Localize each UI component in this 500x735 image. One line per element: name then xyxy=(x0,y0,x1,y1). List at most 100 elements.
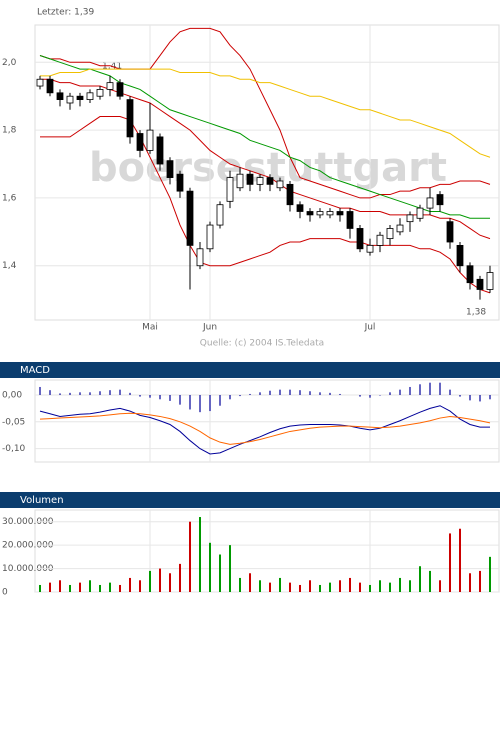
volume-bar xyxy=(469,573,471,592)
volume-bar xyxy=(299,584,301,592)
candle-body xyxy=(396,224,404,233)
volume-bar xyxy=(449,533,451,592)
volume-bar xyxy=(419,566,421,592)
y-tick-label: 2,0 xyxy=(2,58,17,68)
x-tick-label: Jun xyxy=(202,323,217,333)
candle-body xyxy=(56,92,64,100)
candle-body xyxy=(76,95,84,100)
y-tick-label: 1,6 xyxy=(2,193,17,203)
candle-body xyxy=(466,265,474,284)
candle-body xyxy=(336,211,344,216)
volume-bar xyxy=(79,582,81,592)
candle-body xyxy=(416,207,424,219)
volume-bar xyxy=(409,580,411,592)
volume-bar xyxy=(399,577,401,592)
volume-bar xyxy=(289,582,291,592)
volume-bar xyxy=(479,570,481,592)
macd-line xyxy=(39,412,491,445)
volume-bar xyxy=(139,580,141,592)
candle-body xyxy=(186,190,194,246)
volume-bar xyxy=(259,580,261,592)
volume-bar xyxy=(429,570,431,592)
candle-body xyxy=(246,173,254,185)
candle-body xyxy=(66,95,74,104)
macd-title: MACD xyxy=(20,365,50,376)
candle-body xyxy=(136,133,144,151)
volume-bar xyxy=(389,582,391,592)
candle-body xyxy=(106,82,114,90)
volume-bar xyxy=(49,582,51,592)
volume-bar xyxy=(219,554,221,592)
last-price: Letzter: 1,39 xyxy=(37,8,94,18)
candle-body xyxy=(356,228,364,250)
volume-bar xyxy=(39,584,41,592)
volume-bar xyxy=(359,582,361,592)
volume-bar xyxy=(69,584,71,592)
candle-body xyxy=(256,177,264,185)
candle-body xyxy=(86,92,94,100)
volume-bar xyxy=(369,584,371,592)
candle-body xyxy=(306,211,314,216)
volume-title: Volumen xyxy=(20,495,64,506)
candle-body xyxy=(266,177,274,185)
candle-body xyxy=(126,99,134,138)
candle-body xyxy=(96,89,104,97)
volume-bar xyxy=(269,582,271,592)
volume-bar xyxy=(179,563,181,592)
candle-body xyxy=(176,173,184,192)
candle-body xyxy=(286,183,294,206)
y-tick-label: 10.000.000 xyxy=(2,564,54,574)
y-tick-label: 1,8 xyxy=(2,126,17,136)
y-tick-label: 0,00 xyxy=(2,391,22,401)
candle-body xyxy=(166,160,174,178)
macd-panel xyxy=(34,379,500,463)
overlay-line xyxy=(40,78,491,240)
volume-bar xyxy=(309,580,311,592)
candle-body xyxy=(456,245,464,267)
candle-body xyxy=(376,234,384,246)
volume-bar xyxy=(329,582,331,592)
volume-bar xyxy=(109,582,111,592)
y-tick-label: 1,4 xyxy=(2,261,17,271)
overlay-line xyxy=(39,55,490,219)
candle-body xyxy=(446,221,454,243)
price-panel xyxy=(34,24,500,321)
overlay-line xyxy=(39,27,491,199)
candle-body xyxy=(296,204,304,212)
macd-line xyxy=(39,405,490,455)
candle-body xyxy=(426,197,434,209)
volume-bar xyxy=(379,580,381,592)
volume-bar xyxy=(159,568,161,592)
volume-bar xyxy=(229,545,231,592)
low-annotation: 1,38 xyxy=(466,308,486,318)
overlay-line xyxy=(40,68,491,158)
y-tick-label: -0,10 xyxy=(2,444,26,454)
volume-bar xyxy=(169,573,171,592)
y-tick-label: 20.000.000 xyxy=(2,541,54,551)
volume-bar xyxy=(439,580,441,592)
candle-body xyxy=(346,211,354,229)
candle-body xyxy=(436,194,444,206)
candle-body xyxy=(406,214,414,223)
volume-bar xyxy=(59,580,61,592)
x-tick-label: Jul xyxy=(364,323,376,333)
candle-body xyxy=(196,248,204,267)
x-tick-label: Mai xyxy=(142,323,158,333)
candle-body xyxy=(206,224,214,250)
source: Quelle: (c) 2004 IS.Teledata xyxy=(200,339,324,349)
y-tick-label: -0,05 xyxy=(2,417,25,427)
candle-body xyxy=(156,136,164,165)
volume-bar xyxy=(209,542,211,592)
volume-bar xyxy=(199,517,201,592)
volume-bar xyxy=(129,577,131,592)
candle-body xyxy=(476,278,484,290)
candle-body xyxy=(276,180,284,189)
volume-bar xyxy=(189,521,191,592)
candle-body xyxy=(386,228,394,240)
volume-bar xyxy=(119,584,121,592)
volume-bar xyxy=(459,528,461,592)
volume-bar xyxy=(149,570,151,592)
volume-bar xyxy=(99,584,101,592)
